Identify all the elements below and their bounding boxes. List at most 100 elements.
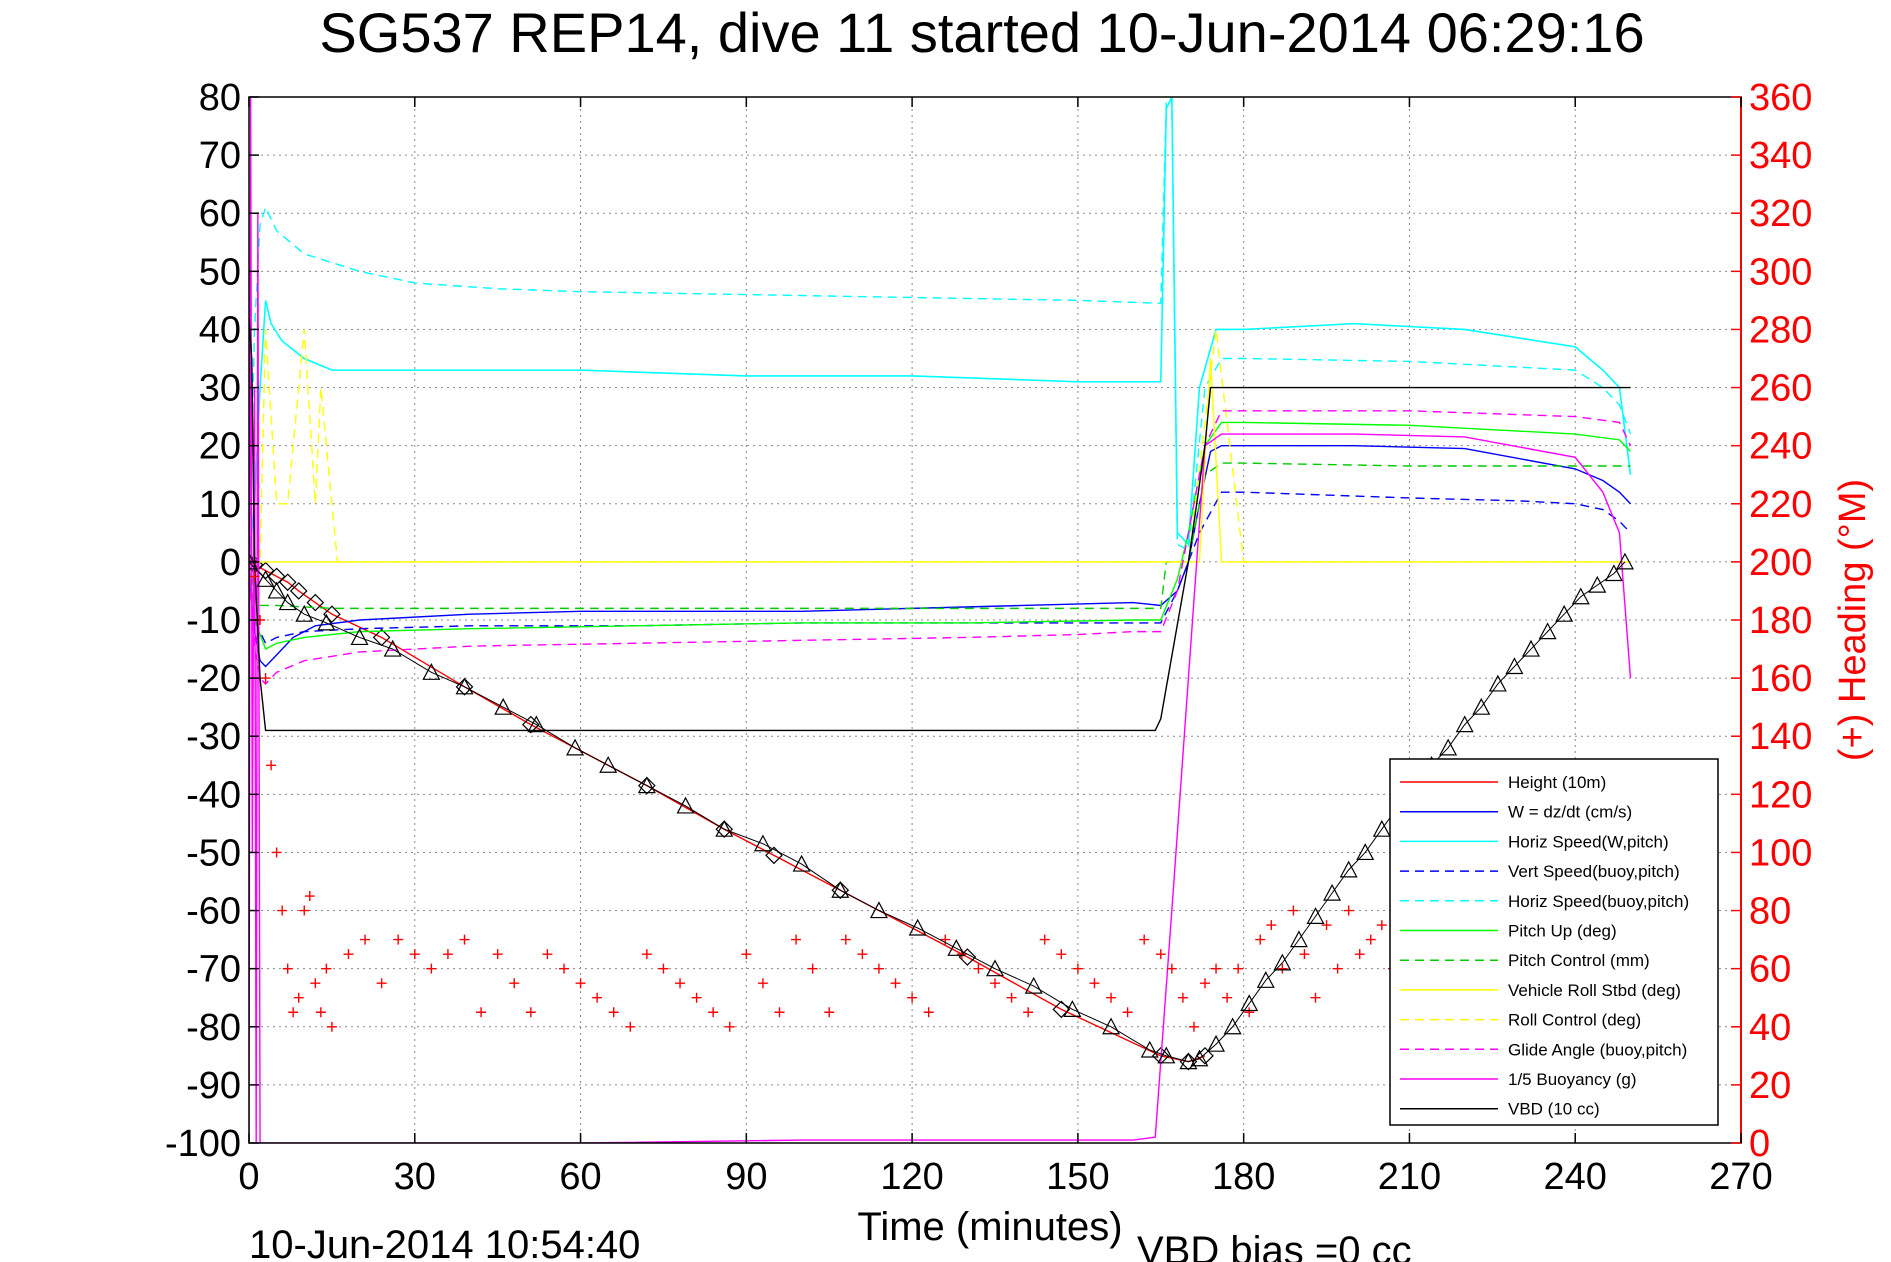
data-point-heading — [774, 1007, 785, 1018]
right-axis-label: (+) Heading (°M) — [1832, 479, 1874, 761]
data-point-heading — [907, 992, 918, 1003]
y-tick-label: -30 — [186, 716, 241, 758]
data-point-heading — [608, 1007, 619, 1018]
data-point-dive_track — [1207, 1034, 1226, 1052]
data-point-heading — [791, 934, 802, 945]
data-point-height — [306, 593, 325, 612]
y2-tick-label: 200 — [1749, 542, 1812, 584]
data-point-dive_track — [1522, 639, 1541, 657]
data-point-dive_track — [1455, 715, 1474, 733]
data-point-heading — [442, 949, 453, 960]
data-point-heading — [293, 992, 304, 1003]
data-point-dive_track — [1472, 697, 1491, 715]
data-point-heading — [376, 978, 387, 989]
data-point-heading — [304, 891, 315, 902]
legend-label-vbd: VBD (10 cc) — [1508, 1100, 1600, 1119]
data-point-dive_track — [1157, 1046, 1176, 1064]
legend-label-roll_ctrl: Roll Control (deg) — [1508, 1011, 1641, 1030]
y-tick-label: 70 — [199, 135, 241, 177]
data-point-heading — [360, 934, 371, 945]
data-point-dive_track — [986, 959, 1004, 977]
y-tick-label: 40 — [199, 309, 241, 351]
data-point-dive_track — [1339, 860, 1358, 878]
x-tick-label: 150 — [1046, 1156, 1109, 1198]
data-point-dive_track — [1223, 1017, 1242, 1035]
x-axis: 0 30 60 90 120 150 180 210 240 270 — [238, 97, 1773, 1198]
data-point-heading — [1233, 963, 1244, 974]
data-point-heading — [724, 1021, 735, 1032]
data-point-heading — [558, 963, 569, 974]
data-point-dive_track — [1240, 994, 1259, 1012]
data-point-heading — [1166, 963, 1177, 974]
data-point-height — [323, 605, 341, 624]
y-tick-label: 20 — [199, 426, 241, 468]
y2-tick-label: 280 — [1749, 309, 1812, 351]
series-pitch — [249, 421, 1631, 651]
data-point-dive_track — [1024, 976, 1043, 994]
series-line-roll_ctrl — [249, 329, 1631, 563]
data-point-heading — [492, 949, 503, 960]
data-point-dive_track — [422, 663, 441, 680]
series-line-vbd — [249, 317, 1631, 732]
y2-tick-label: 220 — [1749, 484, 1812, 526]
y2-tick-label: 120 — [1749, 774, 1812, 816]
data-point-heading — [1255, 934, 1266, 945]
data-point-heading — [824, 1007, 835, 1018]
data-point-heading — [1056, 949, 1067, 960]
data-point-dive_track — [715, 819, 734, 837]
series-w — [249, 444, 1631, 668]
data-point-dive_track — [1289, 930, 1308, 948]
y2-tick-label: 240 — [1749, 426, 1812, 468]
data-point-dive_track — [1323, 883, 1342, 901]
legend-box — [1389, 758, 1719, 1126]
data-point-heading — [1277, 963, 1288, 974]
series-line-buoyancy — [249, 97, 1632, 1143]
data-point-height — [1052, 1000, 1071, 1019]
y-tick-label: -40 — [186, 774, 241, 816]
data-point-heading — [575, 978, 586, 989]
data-point-dive_track — [1588, 575, 1607, 593]
series-line-w — [249, 444, 1631, 668]
data-point-heading — [1122, 1007, 1133, 1018]
data-point-dive_track — [494, 697, 513, 715]
data-point-heading — [691, 992, 702, 1003]
data-point-heading — [1199, 978, 1210, 989]
data-point-heading — [990, 978, 1000, 989]
data-point-heading — [1155, 949, 1166, 960]
y2-tick-label: 80 — [1749, 891, 1791, 933]
data-point-dive_track — [1063, 1000, 1082, 1017]
legend-label-horiz_w: Horiz Speed(W,pitch) — [1508, 832, 1669, 851]
x-tick-label: 90 — [725, 1156, 767, 1198]
data-point-height — [831, 881, 850, 900]
y2-tick-label: 260 — [1749, 368, 1812, 410]
data-point-heading — [1023, 1007, 1034, 1018]
data-point-dive_track — [1604, 564, 1623, 582]
data-point-dive_track — [908, 918, 927, 936]
data-point-heading — [343, 949, 354, 960]
legend-label-w: W = dz/dt (cm/s) — [1508, 803, 1632, 822]
y-tick-label: -10 — [186, 600, 241, 642]
data-point-heading — [282, 963, 293, 974]
data-point-heading — [509, 978, 520, 989]
data-point-heading — [857, 949, 868, 960]
y-tick-label: -80 — [186, 1007, 241, 1049]
series-pitch_ctrl — [249, 462, 1631, 610]
data-point-dive_track — [1256, 971, 1275, 988]
data-point-heading — [476, 1007, 487, 1018]
data-point-heading — [1039, 934, 1050, 945]
data-point-dive_track — [676, 796, 695, 814]
data-point-dive_track — [256, 570, 275, 587]
data-point-heading — [1288, 905, 1299, 916]
data-point-dive_track — [1571, 587, 1590, 605]
series-line-pitch — [249, 421, 1631, 651]
y2-tick-label: 0 — [1749, 1123, 1770, 1165]
data-point-heading — [1006, 992, 1017, 1003]
x-tick-label: 60 — [559, 1156, 601, 1198]
data-point-height — [1196, 1046, 1214, 1065]
legend-label-horiz_buoy: Horiz Speed(buoy,pitch) — [1508, 892, 1689, 911]
y2-tick-label: 360 — [1749, 77, 1812, 119]
grid — [249, 97, 1741, 1143]
data-point-heading — [1343, 905, 1354, 916]
data-point-heading — [1106, 992, 1117, 1003]
y2-tick-label: 320 — [1749, 193, 1812, 235]
